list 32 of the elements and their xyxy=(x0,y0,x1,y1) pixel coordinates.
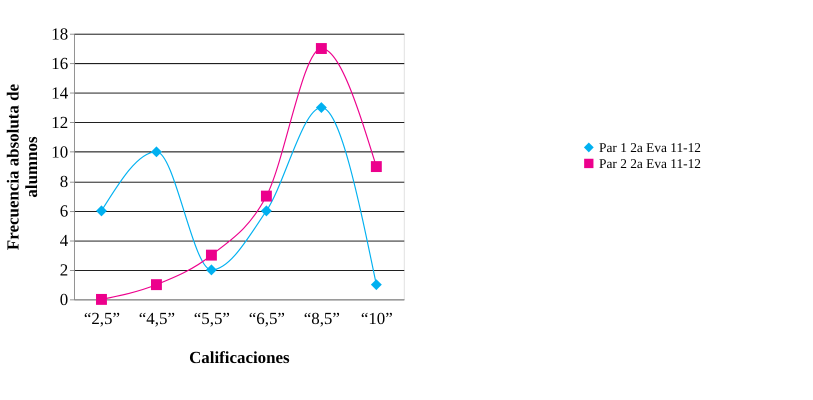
y-tick-label: 8 xyxy=(60,172,68,192)
point xyxy=(206,264,217,276)
point xyxy=(260,205,272,216)
point xyxy=(260,190,272,202)
x-axis-title: Calificaciones xyxy=(189,348,290,368)
legend-label: Par 1 2a Eva 11-12 xyxy=(599,140,701,155)
point xyxy=(206,250,217,261)
x-tick-label: “5,5” xyxy=(194,308,230,328)
point xyxy=(316,43,327,54)
x-tick-label: “10” xyxy=(360,308,393,328)
y-tick-label: 2 xyxy=(60,260,68,280)
point xyxy=(150,146,162,158)
point xyxy=(150,279,162,290)
legend-label: Par 2 2a Eva 11-12 xyxy=(599,156,701,171)
x-tick-label: “6,5” xyxy=(248,308,285,328)
point xyxy=(316,102,327,114)
x-tick-label: “8,5” xyxy=(304,308,340,328)
y-tick-label: 16 xyxy=(51,54,68,74)
y-tick-label: 4 xyxy=(60,231,69,250)
x-tick-label: “4,5” xyxy=(138,308,175,328)
y-tick-label: 10 xyxy=(51,142,68,162)
point xyxy=(96,205,107,216)
point xyxy=(96,294,107,305)
point xyxy=(370,279,382,290)
point xyxy=(370,161,382,172)
y-axis-title: Frecuencia absoluta de alumnos xyxy=(3,84,41,250)
y-tick-label: 14 xyxy=(51,84,69,103)
y-tick-label: 18 xyxy=(51,24,68,44)
y-tick-label: 6 xyxy=(60,202,68,221)
x-tick-label: “2,5” xyxy=(84,308,120,328)
y-tick-label: 12 xyxy=(51,113,68,132)
y-tick-label: 0 xyxy=(60,290,68,310)
